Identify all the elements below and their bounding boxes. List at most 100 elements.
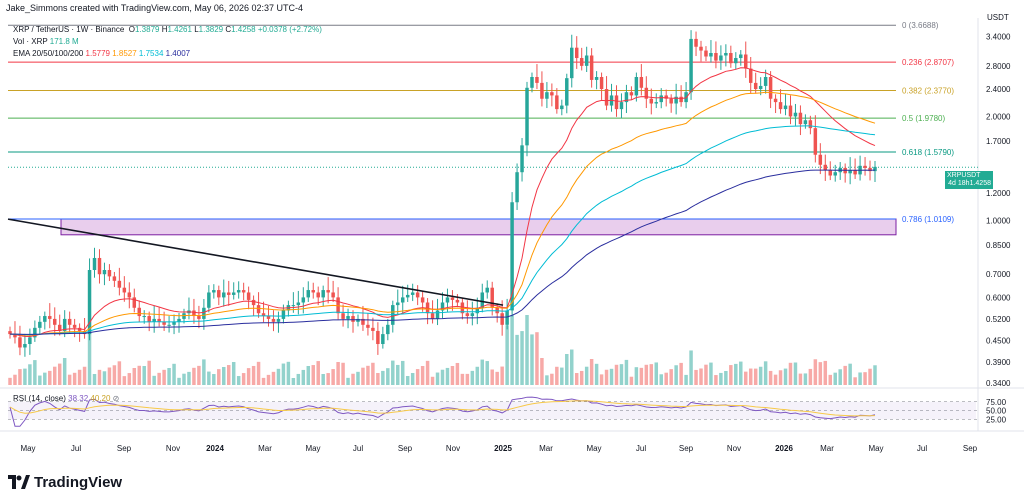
candle-body <box>654 102 659 104</box>
candle-body <box>376 330 380 345</box>
candle-body <box>599 77 604 90</box>
volume-bar <box>425 360 430 385</box>
fib-level-label: 0.618 (1.5790) <box>902 148 954 157</box>
price-axis-tick: 0.4500 <box>986 337 1011 346</box>
candle-body <box>222 292 226 298</box>
time-axis-tick: 2025 <box>494 444 512 453</box>
candle-body <box>147 316 151 322</box>
volume-bar <box>301 369 306 385</box>
candle-body <box>450 297 455 300</box>
candle-body <box>261 313 266 317</box>
time-axis-tick: Jul <box>353 444 363 453</box>
candle-body <box>644 87 649 99</box>
rsi-axis-tick: 75.00 <box>986 398 1007 407</box>
volume-bar <box>177 377 181 385</box>
candle-body <box>490 287 494 308</box>
rsi-axis-tick: 25.00 <box>986 415 1007 424</box>
symbol-legend[interactable]: XRP / TetherUS · 1W · Binance O1.3879 H1… <box>13 25 322 35</box>
candle-body <box>197 316 201 319</box>
candle-body <box>863 165 867 168</box>
volume-bar <box>77 369 82 385</box>
ema-legend[interactable]: EMA 20/50/100/200 1.5779 1.8527 1.7534 1… <box>13 49 190 59</box>
candle-body <box>361 318 365 325</box>
volume-bar <box>639 367 644 385</box>
volume-bar <box>23 368 27 385</box>
candle-body <box>833 172 837 176</box>
rsi-legend[interactable]: RSI (14, close) 38.32 40.20 ⊘ <box>13 394 119 404</box>
volume-bar <box>410 373 415 385</box>
volume-bar <box>823 360 828 385</box>
volume-bar <box>510 315 514 385</box>
candle-body <box>579 58 584 66</box>
volume-bar <box>604 369 609 385</box>
volume-bar <box>281 363 286 385</box>
price-axis-tick: 0.5200 <box>986 315 1011 324</box>
candle-body <box>33 327 37 338</box>
volume-bar <box>848 363 852 385</box>
volume-bar <box>391 360 395 385</box>
candle-body <box>356 318 360 322</box>
candle-body <box>430 313 435 319</box>
volume-bar <box>97 369 102 385</box>
candle-body <box>266 316 271 319</box>
candle-body <box>679 96 683 103</box>
volume-bar <box>102 371 107 385</box>
volume-bar <box>82 366 87 385</box>
candle-body <box>57 324 62 331</box>
volume-bar <box>788 362 793 385</box>
ohlc-open-label: O <box>128 25 135 34</box>
candle-body <box>142 316 146 318</box>
volume-bar <box>271 371 276 385</box>
candle-body <box>604 89 609 106</box>
candle-body <box>694 38 698 47</box>
candle-body <box>689 38 693 93</box>
volume-bar <box>92 374 97 385</box>
time-axis-tick: Sep <box>679 444 694 453</box>
candle-body <box>455 299 460 303</box>
volume-bar <box>480 359 485 385</box>
candle-body <box>202 307 206 319</box>
volume-bar <box>251 365 256 385</box>
volume-bar <box>187 371 191 385</box>
volume-bar <box>629 376 634 385</box>
volume-bar <box>291 378 296 385</box>
ohlc-close-label: C <box>225 25 232 34</box>
price-axis-tick: 1.0000 <box>986 217 1011 226</box>
candle-body <box>246 292 251 300</box>
volume-bar <box>326 373 330 385</box>
candle-body <box>798 112 803 125</box>
candle-body <box>465 313 470 317</box>
volume-bar <box>535 332 539 385</box>
volume-legend[interactable]: Vol · XRP 171.8 M <box>13 37 79 47</box>
candle-body <box>664 95 668 99</box>
volume-bar <box>485 361 489 385</box>
candle-body <box>396 302 400 306</box>
volume-bar <box>132 368 137 385</box>
rsi-value: 38.32 <box>68 394 89 403</box>
volume-bar <box>192 367 196 385</box>
price-axis-tick: 0.6000 <box>986 293 1011 302</box>
candle-body <box>778 102 783 110</box>
candle-body <box>753 82 758 90</box>
volume-bar <box>276 368 281 385</box>
candle-body <box>823 164 828 171</box>
time-axis-tick: May <box>586 444 601 453</box>
visibility-icon[interactable]: ⊘ <box>112 394 120 403</box>
tradingview-logo[interactable]: TradingView <box>8 472 122 492</box>
candle-body <box>316 292 320 298</box>
volume-bar <box>505 325 509 385</box>
volume-bar <box>341 362 345 385</box>
candle-body <box>515 172 519 203</box>
candle-body <box>67 318 72 325</box>
candle-body <box>793 112 798 117</box>
candle-body <box>868 167 872 172</box>
volume-bar <box>306 366 311 385</box>
candle-body <box>510 202 514 311</box>
volume-bar <box>729 365 733 385</box>
time-axis-tick: May <box>20 444 35 453</box>
candle-body <box>167 324 171 326</box>
time-axis-tick: Mar <box>539 444 553 453</box>
price-tag-countdown: 4d 18h <box>948 180 970 187</box>
candle-body <box>714 53 718 61</box>
